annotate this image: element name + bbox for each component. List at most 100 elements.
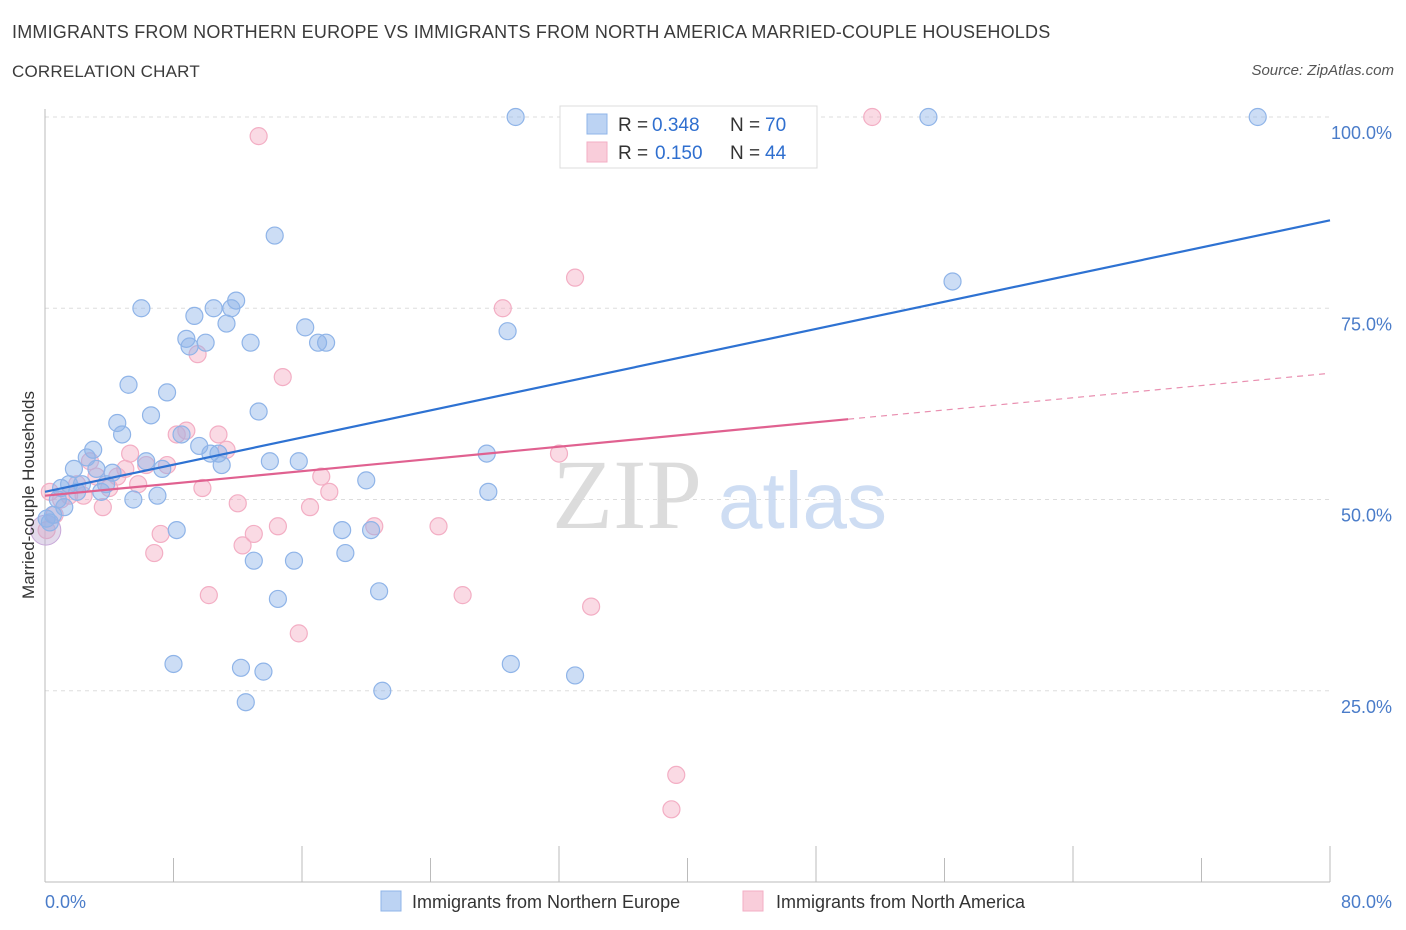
- point-northern-europe: [1248, 107, 1267, 127]
- point-northern-europe: [204, 299, 223, 318]
- point-northern-europe: [55, 498, 74, 517]
- point-northern-europe: [217, 314, 236, 333]
- point-northern-europe: [373, 681, 392, 700]
- point-northern-europe: [289, 452, 308, 471]
- point-north-america: [129, 475, 148, 494]
- y-tick-label: 50.0%: [1341, 506, 1392, 526]
- point-northern-europe: [565, 666, 585, 685]
- point-north-america: [273, 368, 292, 387]
- point-northern-europe: [501, 654, 520, 674]
- point-northern-europe: [506, 107, 525, 127]
- watermark-zip: ZIP: [552, 439, 702, 550]
- point-north-america: [312, 467, 331, 486]
- point-northern-europe: [268, 589, 288, 609]
- x-tick-labels: 0.0% 80.0%: [45, 892, 1392, 912]
- point-north-america: [565, 268, 585, 287]
- grid-lines: [45, 116, 1330, 692]
- point-northern-europe: [87, 459, 106, 478]
- legend-r-label-pink: R =: [618, 143, 648, 164]
- point-northern-europe: [370, 582, 389, 601]
- point-northern-europe: [231, 658, 251, 677]
- y-axis-label: Married-couple Households: [19, 391, 38, 599]
- point-north-america: [151, 524, 170, 544]
- y-tick-label: 25.0%: [1341, 697, 1392, 717]
- point-north-america: [549, 444, 569, 463]
- point-northern-europe: [196, 333, 215, 352]
- point-north-america: [167, 425, 186, 444]
- point-northern-europe: [157, 383, 177, 402]
- point-northern-europe: [180, 337, 199, 356]
- correlation-legend: R = 0.348 N = 70 R = 0.150 N = 44: [559, 105, 818, 169]
- point-north-america: [268, 517, 288, 536]
- chart-subtitle: CORRELATION CHART: [12, 62, 200, 81]
- trend-line-northern-europe: [44, 219, 1331, 493]
- point-northern-europe: [164, 654, 183, 674]
- point-northern-europe: [919, 107, 938, 127]
- point-northern-europe: [212, 455, 231, 475]
- point-north-america: [193, 478, 212, 498]
- point-northern-europe: [361, 520, 381, 540]
- point-north-america: [199, 586, 218, 605]
- point-northern-europe: [254, 662, 273, 681]
- chart-title: IMMIGRANTS FROM NORTHERN EUROPE VS IMMIG…: [12, 22, 1051, 42]
- point-northern-europe: [357, 471, 376, 490]
- watermark: ZIP atlas: [552, 439, 887, 550]
- point-north-america: [667, 765, 686, 785]
- watermark-atlas: atlas: [718, 456, 887, 545]
- point-northern-europe: [185, 306, 204, 325]
- point-northern-europe: [296, 318, 315, 337]
- point-north-america: [320, 482, 339, 501]
- point-northern-europe: [244, 551, 263, 570]
- point-northern-europe: [119, 375, 138, 394]
- point-northern-europe: [64, 459, 84, 478]
- point-northern-europe: [132, 299, 151, 318]
- point-northern-europe: [284, 551, 304, 570]
- bottom-legend-swatch-pink: [742, 890, 764, 912]
- x-tick-label: 80.0%: [1341, 892, 1392, 912]
- legend-r-label-blue: R =: [618, 115, 648, 136]
- legend-n-label-pink: N =: [730, 143, 760, 164]
- point-north-america: [209, 425, 228, 444]
- y-tick-labels: 25.0% 50.0% 75.0% 100.0%: [1331, 123, 1392, 717]
- point-northern-europe: [336, 543, 355, 563]
- point-northern-europe: [236, 693, 255, 712]
- legend-r-value-blue: 0.348: [652, 115, 700, 136]
- legend-swatch-blue: [586, 113, 608, 135]
- point-northern-europe: [249, 402, 268, 421]
- legend-swatch-pink: [586, 141, 608, 163]
- point-northern-europe: [227, 291, 246, 310]
- point-northern-europe: [479, 482, 498, 501]
- legend-n-value-blue: 70: [765, 115, 786, 136]
- legend-n-value-pink: 44: [765, 143, 787, 164]
- point-north-america: [863, 107, 882, 127]
- point-north-america: [582, 597, 601, 616]
- point-northern-europe: [265, 226, 284, 245]
- point-north-america: [244, 524, 263, 544]
- point-north-america: [121, 444, 140, 463]
- y-tick-label: 75.0%: [1341, 314, 1392, 334]
- source-label: Source: ZipAtlas.com: [1251, 62, 1394, 79]
- point-north-america: [300, 498, 320, 517]
- point-north-america: [93, 498, 112, 517]
- series-north-america-points: [30, 107, 882, 819]
- point-northern-europe: [260, 452, 279, 471]
- legend-r-value-pink: 0.150: [655, 143, 703, 164]
- point-northern-europe: [137, 452, 156, 471]
- point-north-america: [249, 127, 268, 146]
- point-northern-europe: [241, 333, 260, 352]
- point-northern-europe: [498, 322, 517, 341]
- point-northern-europe: [112, 425, 132, 444]
- point-north-america: [429, 517, 448, 536]
- point-north-america: [453, 586, 472, 605]
- point-northern-europe: [316, 333, 336, 352]
- trend-lines: [44, 219, 1331, 497]
- series-legend: Immigrants from Northern Europe Immigran…: [380, 890, 1026, 912]
- point-northern-europe: [333, 520, 352, 540]
- x-tick-label: 0.0%: [45, 892, 86, 912]
- point-north-america: [289, 624, 308, 643]
- trend-line-north-america-extension: [848, 372, 1331, 420]
- point-north-america: [662, 800, 681, 819]
- point-northern-europe: [943, 272, 962, 291]
- legend-n-label-blue: N =: [730, 115, 760, 136]
